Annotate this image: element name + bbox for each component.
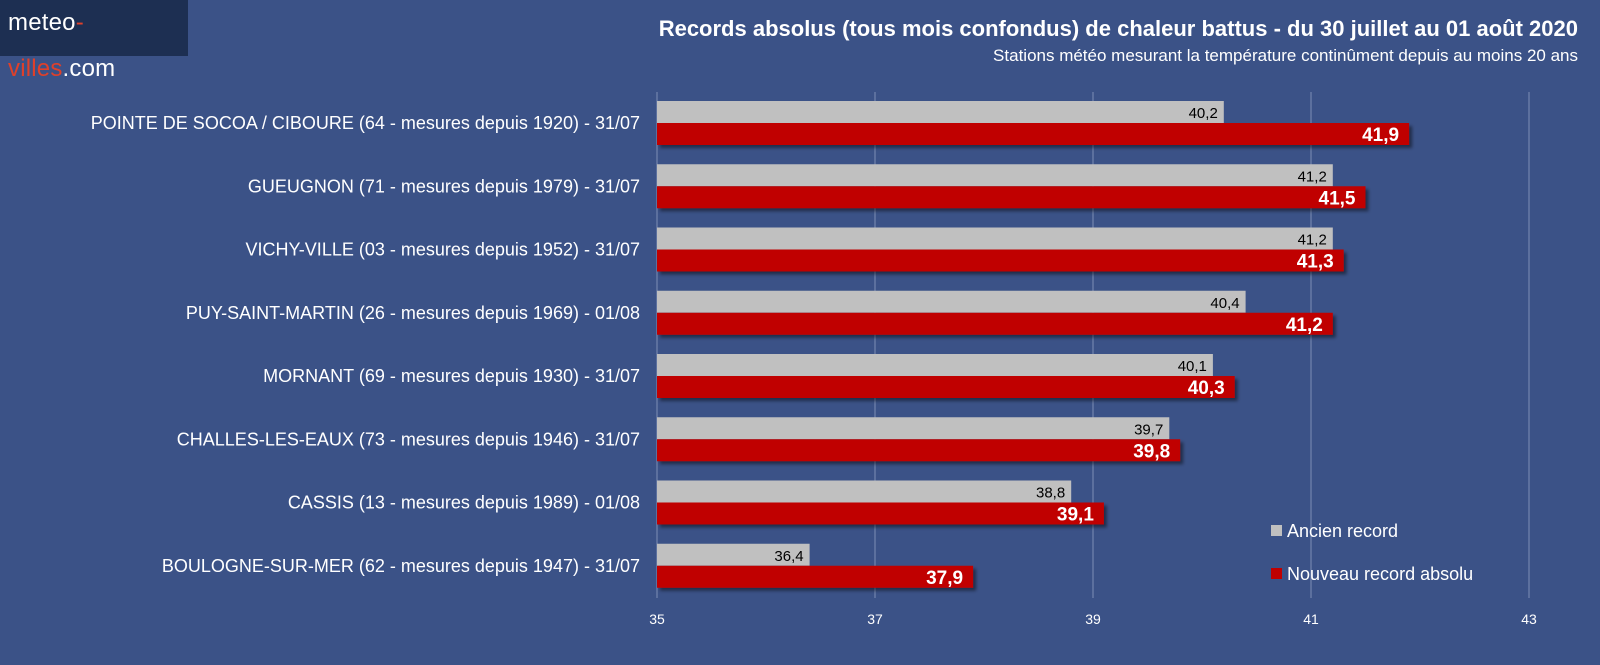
x-tick-label: 39 [1085, 611, 1101, 627]
data-label-ancien-record: 39,7 [1134, 421, 1163, 438]
bars: 40,2 41,9 41,2 41,5 41,2 41,3 40,4 41,2 40,1 40,3… [657, 101, 1410, 589]
bar-nouveau-record [657, 565, 974, 588]
bar-ancien-record [657, 164, 1333, 187]
category-label: VICHY-VILLE (03 - mesures depuis 1952) -… [245, 240, 640, 260]
bar-ancien-record [657, 543, 810, 566]
category-label: BOULOGNE-SUR-MER (62 - mesures depuis 19… [162, 556, 640, 576]
chart-title: Records absolus (tous mois confondus) de… [658, 16, 1578, 41]
bar-ancien-record [657, 290, 1246, 313]
x-tick-label: 43 [1521, 611, 1537, 627]
bar-nouveau-record [657, 186, 1366, 209]
bar-nouveau-record [657, 439, 1181, 462]
legend-nouveau-record-label: Nouveau record absolu [1287, 564, 1473, 584]
legend-ancien-record-swatch [1271, 525, 1282, 536]
data-label-ancien-record: 40,4 [1210, 295, 1239, 312]
bar-ancien-record [657, 354, 1213, 376]
logo-text-part2: -villes [8, 9, 84, 82]
legend-ancien-record-label: Ancien record [1287, 521, 1398, 541]
bar-ancien-record [657, 480, 1072, 503]
x-axis-ticks: 35 37 39 41 43 [649, 611, 1537, 627]
bar-nouveau-record [657, 312, 1333, 335]
category-label: CASSIS (13 - mesures depuis 1989) - 01/0… [288, 493, 640, 513]
data-label-nouveau-record: 40,3 [1188, 378, 1225, 399]
category-label: POINTE DE SOCOA / CIBOURE (64 - mesures … [91, 113, 640, 133]
data-label-ancien-record: 36,4 [774, 548, 803, 565]
x-tick-label: 37 [867, 611, 883, 627]
legend: Ancien record Nouveau record absolu [1271, 521, 1473, 584]
category-label: PUY-SAINT-MARTIN (26 - mesures depuis 19… [186, 303, 640, 323]
bar-nouveau-record [657, 502, 1104, 525]
bar-nouveau-record [657, 123, 1410, 145]
category-label: MORNANT (69 - mesures depuis 1930) - 31/… [263, 366, 640, 386]
x-tick-label: 35 [649, 611, 665, 627]
logo-text-part3: .com [62, 55, 116, 82]
bar-nouveau-record [657, 249, 1344, 272]
category-label: CHALLES-LES-EAUX (73 - mesures depuis 19… [177, 429, 640, 449]
bar-nouveau-record [657, 376, 1235, 398]
data-label-ancien-record: 41,2 [1298, 168, 1327, 185]
legend-nouveau-record-swatch [1271, 568, 1282, 579]
data-label-nouveau-record: 41,2 [1286, 315, 1323, 336]
data-label-ancien-record: 40,2 [1189, 105, 1218, 122]
data-label-nouveau-record: 41,9 [1362, 125, 1399, 146]
data-label-nouveau-record: 39,1 [1057, 505, 1094, 526]
data-label-nouveau-record: 41,3 [1297, 252, 1334, 273]
data-label-ancien-record: 40,1 [1178, 358, 1207, 375]
data-label-nouveau-record: 39,8 [1133, 441, 1170, 462]
data-label-nouveau-record: 37,9 [926, 568, 963, 589]
category-label: GUEUGNON (71 - mesures depuis 1979) - 31… [248, 176, 640, 196]
logo-text-part1: meteo [8, 9, 76, 36]
x-tick-label: 41 [1303, 611, 1319, 627]
bar-ancien-record [657, 227, 1333, 250]
category-labels: POINTE DE SOCOA / CIBOURE (64 - mesures … [91, 113, 640, 576]
data-label-ancien-record: 38,8 [1036, 485, 1065, 502]
bar-ancien-record [657, 417, 1170, 440]
data-label-ancien-record: 41,2 [1298, 232, 1327, 249]
chart-subtitle: Stations météo mesurant la température c… [993, 46, 1578, 65]
site-logo: meteo-villes.com [0, 0, 188, 82]
data-label-nouveau-record: 41,5 [1319, 188, 1356, 209]
bar-ancien-record [657, 101, 1224, 123]
